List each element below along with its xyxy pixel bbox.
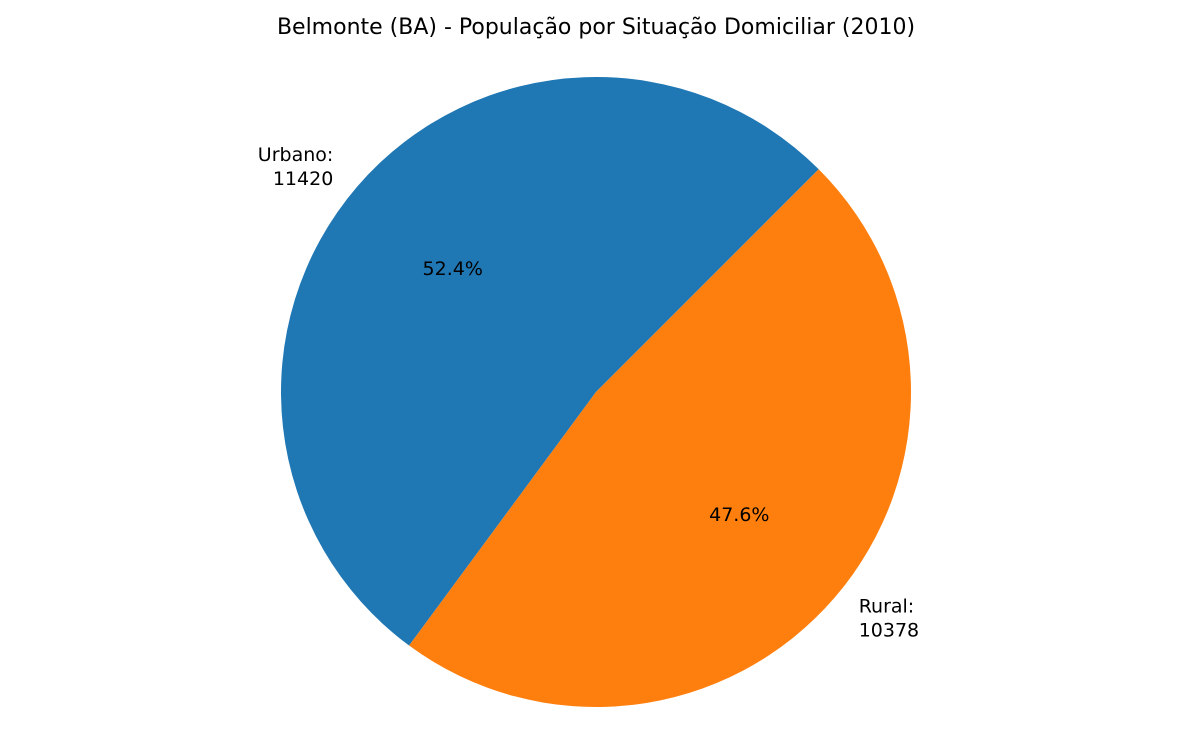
category-label-line: Urbano: [258,144,334,166]
percent-label-rural: 47.6% [709,504,769,526]
pie-slice-rural [409,169,912,708]
category-label-rural: Rural: 10378 [859,596,919,642]
chart-title: Belmonte (BA) - População por Situação D… [277,15,915,40]
pie-slice-urbano [281,76,819,646]
category-label-line: 11420 [273,168,333,190]
category-label-line: 10378 [859,620,919,642]
percent-label-urbano: 52.4% [423,258,483,280]
category-label-urbano: Urbano: 11420 [258,144,334,190]
category-label-line: Rural: [859,596,915,618]
pie-labels: 52.4% Urbano: 11420 47.6% Rural: 10378 [258,144,919,642]
pie-slices [281,76,912,708]
